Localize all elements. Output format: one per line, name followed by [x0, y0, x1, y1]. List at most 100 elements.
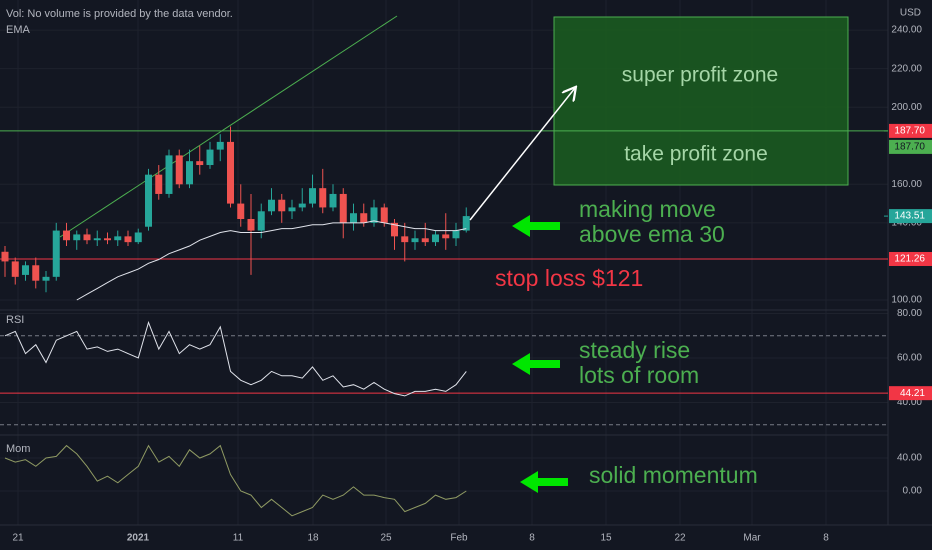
arrow: [512, 353, 560, 375]
candle-body: [93, 238, 101, 241]
plot: [0, 126, 888, 517]
candle-body: [380, 207, 388, 223]
trend-line: [59, 15, 398, 238]
y-tick-label: 200.00: [891, 102, 922, 113]
candle-body: [268, 199, 275, 212]
x-tick-label: 11: [233, 533, 244, 544]
annotation: making move: [579, 196, 716, 222]
candle-body: [329, 193, 337, 208]
annotation: above ema 30: [579, 221, 725, 247]
candle-body: [339, 193, 347, 223]
ema-line: [76, 220, 467, 301]
x-tick-label: Feb: [450, 533, 468, 544]
candle-body: [227, 141, 234, 204]
price-badge-label: 121.26: [894, 254, 925, 265]
price-badge: [889, 251, 932, 266]
x-tick-label: 15: [600, 533, 612, 544]
candle-body: [114, 236, 122, 241]
arrow: [512, 215, 560, 237]
arrow: [469, 88, 575, 221]
candle-body: [288, 207, 296, 212]
price-badge: [889, 386, 932, 401]
legend: EMA: [6, 24, 31, 36]
indicator-line: [4, 444, 467, 517]
candle-body: [145, 174, 152, 227]
candle-body: [350, 213, 357, 223]
annotation: super profit zone: [622, 64, 778, 87]
y-tick-label: 220.00: [891, 63, 922, 74]
annotation: stop loss $121: [495, 265, 643, 291]
y-tick-label: 240.00: [891, 25, 922, 36]
candle-body: [22, 265, 29, 275]
volume-note: Vol: No volume is provided by the data v…: [6, 8, 233, 20]
candle-body: [83, 234, 91, 241]
x-tick-label: 21: [12, 533, 24, 544]
x-tick-label: 2021: [127, 533, 150, 544]
candle-body: [247, 219, 255, 231]
price-badge-label: 187.70: [894, 126, 925, 137]
candle-body: [411, 238, 419, 243]
candle-body: [432, 234, 439, 243]
price-badge: [889, 139, 932, 154]
candle-body: [124, 236, 132, 243]
price-badge: [889, 209, 932, 224]
x-tick-label: Mar: [743, 533, 761, 544]
candle-body: [134, 232, 142, 243]
price-badge-label: 44.21: [900, 388, 925, 399]
candle-body: [360, 213, 368, 223]
y-tick-label: 60.00: [897, 353, 922, 364]
candle-body: [216, 141, 224, 150]
candle-body: [175, 155, 183, 185]
candle-body: [237, 203, 245, 220]
candle-body: [391, 222, 398, 237]
candle-body: [442, 234, 450, 239]
candle-body: [421, 238, 429, 243]
candle-body: [298, 203, 306, 208]
price-badge-label: 143.51: [894, 211, 925, 222]
candle-body: [63, 230, 70, 241]
candle-body: [155, 174, 163, 194]
candle-body: [73, 234, 81, 241]
candle-body: [104, 238, 111, 241]
candle-body: [196, 161, 204, 166]
candle-body: [462, 216, 470, 231]
candle-body: [1, 251, 9, 262]
candle-body: [52, 230, 60, 277]
candle-body: [370, 207, 378, 223]
currency: USD: [900, 8, 921, 19]
candle-body: [401, 236, 409, 243]
candle-body: [257, 211, 265, 231]
candle-body: [319, 188, 327, 208]
y-tick-label: 0.00: [903, 486, 923, 497]
annotation: steady rise: [579, 337, 690, 363]
candle-body: [309, 188, 316, 204]
candle-body: [42, 276, 50, 281]
x-tick-label: 8: [823, 533, 829, 544]
candle-body: [186, 161, 193, 185]
x-tick-label: 8: [529, 533, 535, 544]
x-tick-label: 22: [674, 533, 686, 544]
y-tick-label: 40.00: [897, 453, 922, 464]
arrows: [512, 215, 568, 493]
indicator-line: [4, 320, 467, 397]
candle-body: [32, 265, 40, 281]
annotation: take profit zone: [624, 143, 768, 166]
y-tick-label: 80.00: [897, 308, 922, 319]
price-badge: [889, 123, 932, 138]
annotation: solid momentum: [589, 462, 758, 488]
x-tick-label: 18: [307, 533, 319, 544]
y-tick-label: 100.00: [891, 295, 922, 306]
legend: Mom: [6, 443, 30, 455]
price-badge-label: 187.70: [894, 142, 925, 153]
y-tick-label: 40.00: [897, 397, 922, 408]
candle-body: [278, 199, 286, 212]
arrow: [520, 471, 568, 493]
legend: RSI: [6, 314, 24, 326]
candle-body: [165, 155, 173, 194]
candle-body: [11, 261, 19, 277]
candle-body: [206, 149, 214, 166]
candle-body: [452, 230, 460, 239]
annotation: lots of room: [579, 362, 699, 388]
profit-zone: [553, 16, 849, 186]
